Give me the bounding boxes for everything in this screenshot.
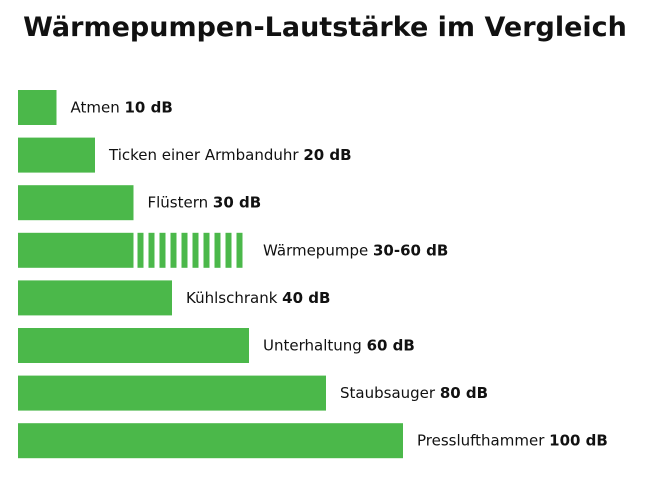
bar-7 [18,423,403,459]
bar-value-7: 100 dB [549,432,608,450]
bar-3-range-stripe-3 [170,232,177,268]
bar-name-5: Unterhaltung [263,337,367,355]
bar-3-range-stripe-1 [148,232,155,268]
bar-name-3: Wärmepumpe [263,241,373,259]
bar-3-range-stripe-7 [214,232,221,268]
bar-4 [18,280,172,316]
bar-name-0: Atmen [71,99,125,117]
bar-3-range-stripe-5 [192,232,199,268]
bar-1 [18,137,95,173]
bar-3-range-stripe-8 [225,232,232,268]
bar-name-1: Ticken einer Armbanduhr [108,146,303,164]
bar-3-range-stripe-9 [236,232,243,268]
bar-value-0: 10 dB [125,99,173,117]
bar-label-2: Flüstern 30 dB [148,194,262,212]
bar-label-4: Kühlschrank 40 dB [186,289,330,307]
bar-value-2: 30 dB [213,194,261,212]
bar-name-6: Staubsauger [340,384,440,402]
bar-3-range-stripe-4 [181,232,188,268]
bar-3-range-stripe-6 [203,232,210,268]
bar-value-5: 60 dB [367,337,415,355]
bar-value-3: 30-60 dB [373,241,448,259]
bar-6 [18,375,326,411]
bar-3-range-stripe-0 [137,232,144,268]
bar-label-1: Ticken einer Armbanduhr 20 dB [108,146,352,164]
bar-3-range-stripe-2 [159,232,166,268]
bar-5 [18,328,249,363]
chart-title: Wärmepumpen-Lautstärke im Vergleich [23,12,627,43]
bar-value-1: 20 dB [303,146,351,164]
bar-label-6: Staubsauger 80 dB [340,384,488,402]
bar-name-2: Flüstern [148,194,213,212]
bar-label-5: Unterhaltung 60 dB [263,337,415,355]
bar-name-4: Kühlschrank [186,289,282,307]
bar-2 [18,185,134,221]
bar-3 [18,232,134,268]
bar-label-3: Wärmepumpe 30-60 dB [263,241,448,259]
bar-label-0: Atmen 10 dB [71,99,173,117]
bar-label-7: Presslufthammer 100 dB [417,432,608,450]
bar-value-6: 80 dB [440,384,488,402]
bar-name-7: Presslufthammer [417,432,549,450]
bar-0 [18,90,57,125]
bar-value-4: 40 dB [282,289,330,307]
